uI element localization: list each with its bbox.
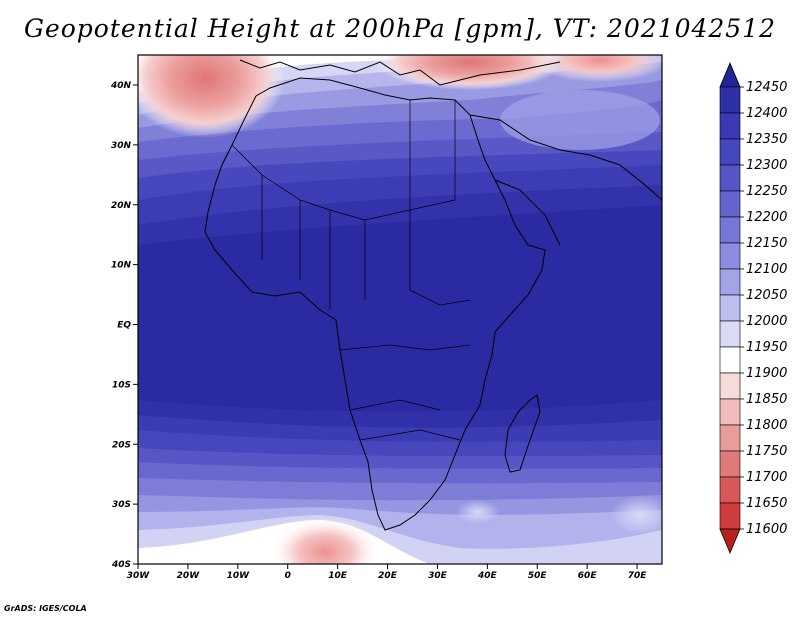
- colorbar-label: 12100: [746, 262, 787, 277]
- coastlines: [204, 59, 662, 531]
- colorbar-swatch: [719, 112, 741, 140]
- x-tick-label: 10E: [328, 571, 348, 581]
- map-title: Geopotential Height at 200hPa [gpm], VT:…: [23, 14, 777, 43]
- colorbar-label: 12350: [746, 132, 787, 147]
- y-tick-label: 20S: [112, 440, 131, 450]
- colorbar-swatch: [719, 216, 741, 244]
- colorbar-swatch: [719, 372, 741, 400]
- colorbar-label: 11700: [746, 470, 787, 485]
- colorbar-swatch: [719, 138, 741, 166]
- plot-frame: [137, 54, 663, 565]
- colorbar-label: 12200: [746, 210, 787, 225]
- colorbar-label: 12000: [746, 314, 787, 329]
- x-axis: 30W 20W 10W 0 10E 20E 30E 40E 50E 60E 70E: [127, 564, 647, 581]
- colorbar-top-arrow: [719, 61, 741, 88]
- colorbar-label: 11650: [746, 496, 787, 511]
- x-tick-label: 0: [285, 571, 291, 581]
- x-tick-label: 10W: [227, 571, 251, 581]
- colorbar-swatch: [719, 294, 741, 322]
- colorbar-swatch: [719, 190, 741, 218]
- colorbar: 12450 12400 12350 12300 12250 12200 12150 12100…: [719, 61, 787, 555]
- y-tick-label: 10N: [111, 261, 132, 271]
- colorbar-label: 12150: [746, 236, 787, 251]
- colorbar-swatch: [719, 450, 741, 478]
- colorbar-label: 11750: [746, 444, 787, 459]
- y-tick-label: EQ: [117, 321, 131, 331]
- colorbar-swatch: [719, 164, 741, 192]
- colorbar-label: 11600: [746, 522, 787, 537]
- colorbar-swatch: [719, 424, 741, 452]
- y-tick-label: 40S: [111, 560, 131, 570]
- colorbar-label: 11800: [746, 418, 787, 433]
- arabia-coastline: [469, 114, 662, 201]
- colorbar-label: 11950: [746, 340, 787, 355]
- colorbar-label: 11900: [746, 366, 787, 381]
- x-tick-label: 70E: [628, 571, 648, 581]
- height-field: [138, 55, 662, 564]
- y-tick-label: 30N: [111, 141, 132, 151]
- y-tick-label: 10S: [112, 380, 131, 390]
- x-tick-label: 40E: [477, 571, 498, 581]
- colorbar-label: 12450: [746, 80, 787, 95]
- madagascar-coastline: [504, 394, 541, 473]
- country-borders: [231, 100, 471, 441]
- x-tick-label: 60E: [578, 571, 598, 581]
- x-tick-label: 30W: [127, 571, 151, 581]
- arabia-coastline: [494, 179, 561, 246]
- europe-coastline: [239, 59, 561, 86]
- colorbar-label: 12400: [746, 106, 787, 121]
- colorbar-swatch: [719, 86, 741, 114]
- x-tick-label: 50E: [528, 571, 548, 581]
- colorbar-bottom-arrow: [719, 528, 741, 555]
- colorbar-swatch: [719, 502, 741, 530]
- credit-text: GrADS: IGES/COLA: [4, 604, 87, 613]
- x-tick-label: 20E: [378, 571, 398, 581]
- colorbar-label: 12050: [746, 288, 787, 303]
- colorbar-swatch: [719, 242, 741, 270]
- colorbar-swatch: [719, 346, 741, 374]
- y-axis: 40N 30N 20N 10N EQ 10S 20S 30S 40S: [110, 81, 138, 570]
- colorbar-swatch: [719, 320, 741, 348]
- x-tick-label: 20W: [177, 571, 201, 581]
- africa-coastline: [204, 77, 546, 531]
- y-tick-label: 40N: [110, 81, 132, 91]
- colorbar-label: 11850: [746, 392, 787, 407]
- x-tick-label: 30E: [428, 571, 448, 581]
- y-tick-label: 20N: [111, 201, 132, 211]
- colorbar-label: 12250: [746, 184, 787, 199]
- colorbar-swatch: [719, 398, 741, 426]
- colorbar-label: 12300: [746, 158, 787, 173]
- y-tick-label: 30S: [112, 500, 131, 510]
- colorbar-swatch: [719, 476, 741, 504]
- colorbar-swatch: [719, 268, 741, 296]
